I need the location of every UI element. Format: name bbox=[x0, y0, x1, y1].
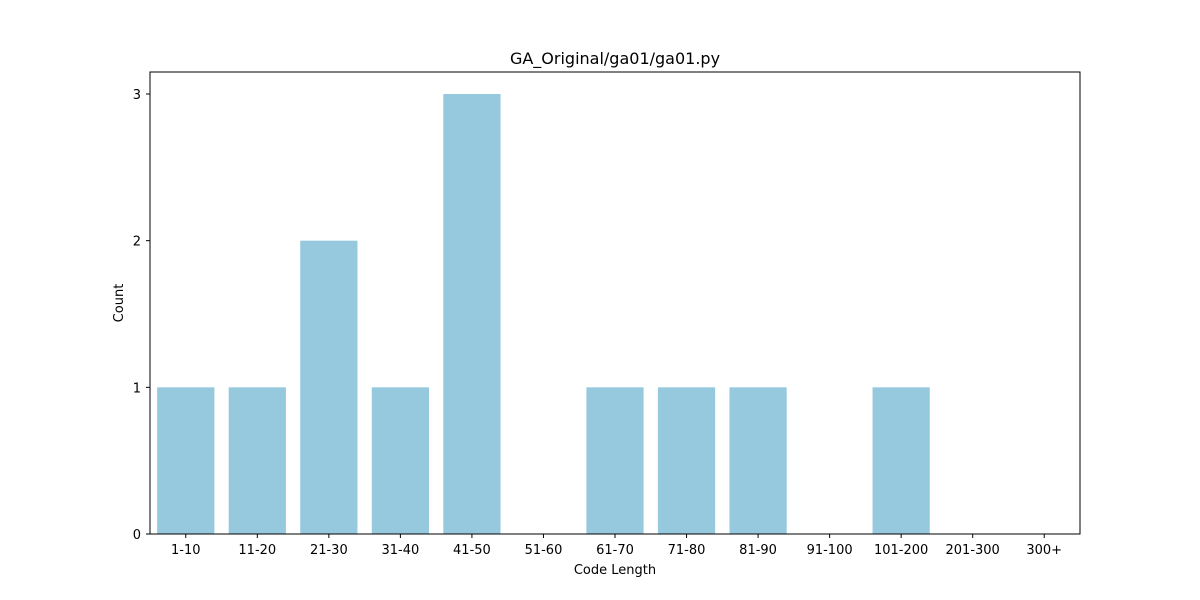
x-axis-ticks: 1-10 11-20 21-30 31-40 41-50 51-60 61-70 71-80 8… bbox=[171, 534, 1062, 558]
bar-1-10 bbox=[157, 387, 215, 534]
bar-11-20 bbox=[228, 387, 286, 534]
y-tick-label: 2 bbox=[133, 235, 141, 250]
bar-41-50 bbox=[443, 94, 501, 534]
y-tick-label: 3 bbox=[133, 88, 141, 103]
x-tick-label: 21-30 bbox=[310, 543, 348, 558]
x-tick-label: 51-60 bbox=[525, 543, 563, 558]
bar-61-70 bbox=[586, 387, 644, 534]
bars-group bbox=[157, 94, 930, 534]
bar-31-40 bbox=[371, 387, 429, 534]
plot-frame bbox=[149, 71, 1081, 535]
x-tick-label: 1-10 bbox=[171, 543, 201, 558]
bar-71-80 bbox=[657, 387, 716, 534]
x-tick-label: 300+ bbox=[1026, 543, 1062, 558]
x-tick-label: 41-50 bbox=[453, 543, 491, 558]
y-axis-label: Count bbox=[112, 284, 127, 323]
bar-81-90 bbox=[729, 387, 787, 534]
x-tick-label: 11-20 bbox=[238, 543, 276, 558]
y-tick-label: 0 bbox=[133, 528, 141, 543]
x-tick-label: 31-40 bbox=[381, 543, 419, 558]
y-axis-ticks: 0 1 2 3 bbox=[133, 88, 150, 543]
y-tick-label: 1 bbox=[133, 381, 141, 396]
x-tick-label: 91-100 bbox=[807, 543, 853, 558]
x-tick-label: 201-300 bbox=[946, 543, 1000, 558]
x-tick-label: 61-70 bbox=[596, 543, 634, 558]
bar-101-200 bbox=[872, 387, 930, 534]
x-tick-label: 71-80 bbox=[668, 543, 706, 558]
x-tick-label: 101-200 bbox=[874, 543, 928, 558]
x-axis-label: Code Length bbox=[574, 563, 656, 578]
chart-title: GA_Original/ga01/ga01.py bbox=[510, 49, 720, 69]
bar-21-30 bbox=[300, 240, 358, 534]
x-tick-label: 81-90 bbox=[739, 543, 777, 558]
